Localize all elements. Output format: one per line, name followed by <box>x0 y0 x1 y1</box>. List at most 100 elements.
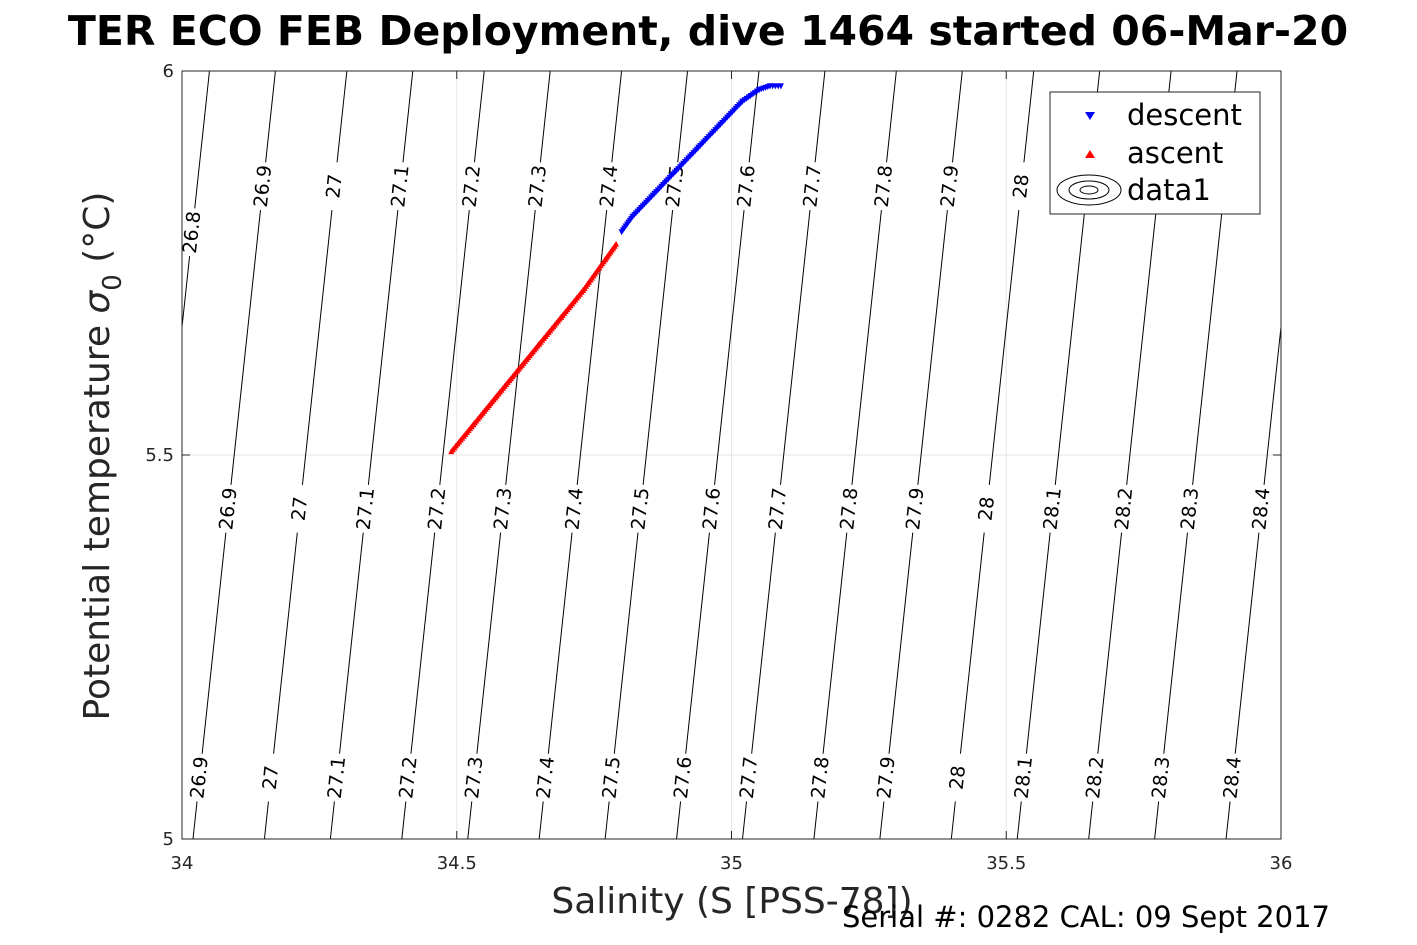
contour-label: 26.9 <box>215 487 241 531</box>
contour-label: 27.7 <box>736 755 762 799</box>
contour-label-gap <box>734 752 764 803</box>
contour-label-gap <box>457 161 487 212</box>
contour-label-gap <box>900 483 930 534</box>
y-tick-label: 5.5 <box>145 445 174 466</box>
contour-label-gap <box>1247 483 1276 534</box>
contour-label: 27.6 <box>733 164 759 208</box>
contour-label: 27 <box>288 496 312 522</box>
contour-label-gap <box>1009 752 1039 803</box>
contour-label: 26.8 <box>179 210 205 254</box>
data-series <box>448 83 784 455</box>
contour-label: 27.9 <box>937 164 963 208</box>
contour-label-gap <box>248 161 278 212</box>
contour-label-gap <box>523 161 553 212</box>
contour-label: 28.4 <box>1248 487 1274 531</box>
contour-label: 27.2 <box>395 755 421 799</box>
legend-descent-label: descent <box>1127 98 1242 132</box>
y-axis-ticks: 55.56 <box>145 61 1281 850</box>
contour-label-gap <box>213 483 243 534</box>
contour-label: 26.9 <box>250 164 276 208</box>
contour-label: 28.4 <box>1219 755 1245 799</box>
contour-label: 27.6 <box>670 755 696 799</box>
legend-data1-label: data1 <box>1127 173 1211 207</box>
contour-label-gap <box>660 161 690 212</box>
contour-labels: 26.9 27 27.1 27.2 27.3 27.4 27.5 27.6 27.7 27.8 27… <box>177 161 1276 803</box>
contour-label: 27.8 <box>836 487 862 531</box>
contour-label: 28 <box>946 764 970 790</box>
contour-label-gap <box>322 752 352 803</box>
contour-label: 27.1 <box>324 755 350 799</box>
x-tick-label: 35 <box>720 853 743 874</box>
legend-ascent-label: ascent <box>1127 136 1223 170</box>
legend-data1-contour-icon <box>1056 174 1122 206</box>
x-tick-label: 34 <box>171 853 194 874</box>
contour-label: 28.3 <box>1177 487 1203 531</box>
ascent-point <box>613 240 620 247</box>
legend-ascent-marker <box>1085 150 1095 158</box>
contour-label-gap <box>560 483 590 534</box>
contour-label-gap <box>597 752 627 803</box>
contour-label-gap <box>256 752 286 803</box>
contour-label: 27.3 <box>490 487 516 531</box>
contour-label-gap <box>459 752 489 803</box>
y-tick-label: 5 <box>163 829 174 850</box>
legend-descent-marker <box>1085 112 1095 120</box>
y-tick-label: 6 <box>163 61 174 82</box>
contour-label-gap <box>385 161 415 212</box>
contour-label: 26.9 <box>186 755 212 799</box>
contour-label-gap <box>285 483 315 534</box>
y-axis-label-subscript: 0 <box>98 274 128 291</box>
contour-label-gap <box>972 483 1002 534</box>
contour-label: 28.2 <box>1082 755 1108 799</box>
legend: descent ascent data1 <box>1049 91 1261 215</box>
contour-label-gap <box>594 161 624 212</box>
contour-label: 27.8 <box>871 164 897 208</box>
contour-label: 27.9 <box>873 755 899 799</box>
contour-label: 27.2 <box>459 164 485 208</box>
contour-label-gap <box>871 752 901 803</box>
contour-label: 27.2 <box>424 487 450 531</box>
contour-label: 27 <box>322 173 346 199</box>
contour-label-gap <box>185 752 215 803</box>
contour-label-gap <box>626 483 656 534</box>
contour-line <box>182 71 210 332</box>
contour-label-gap <box>1080 752 1110 803</box>
contour-label: 28.3 <box>1148 755 1174 799</box>
contour-label: 28.1 <box>1011 755 1037 799</box>
contour-label-gap <box>869 161 899 212</box>
contour-label-gap <box>1109 483 1139 534</box>
x-tick-label: 35.5 <box>986 853 1026 874</box>
contour-label-gap <box>834 483 864 534</box>
contour-label-gap <box>1006 161 1036 212</box>
contour-label-gap <box>319 161 349 212</box>
contour-label: 27.7 <box>799 164 825 208</box>
contour-label-gap <box>393 752 423 803</box>
x-tick-label: 36 <box>1270 853 1293 874</box>
contour-label: 28 <box>1009 173 1033 199</box>
contour-label-gap <box>732 161 762 212</box>
contour-label-gap <box>806 752 836 803</box>
descent-point <box>777 83 784 90</box>
x-tick-label: 34.5 <box>437 853 477 874</box>
contour-label-gap <box>1218 752 1248 803</box>
contour-label-gap <box>488 483 518 534</box>
contour-label: 27.4 <box>533 755 559 799</box>
contour-label: 27.5 <box>627 487 653 531</box>
contour-label-gap <box>1175 483 1205 534</box>
contour-label: 27.5 <box>599 755 625 799</box>
contour-label: 27.9 <box>902 487 928 531</box>
contour-line <box>1225 322 1281 839</box>
contour-label: 27.4 <box>561 487 587 531</box>
y-axis-label-main: Potential temperature <box>77 314 118 721</box>
contour-label: 27.8 <box>807 755 833 799</box>
contour-label-gap <box>1146 752 1176 803</box>
contour-label-gap <box>351 483 381 534</box>
contour-label-gap <box>1038 483 1068 534</box>
contour-label: 27 <box>259 764 283 790</box>
contour-label: 27.4 <box>596 164 622 208</box>
chart-title: TER ECO FEB Deployment, dive 1464 starte… <box>68 7 1348 55</box>
contour-label: 27.1 <box>387 164 413 208</box>
contour-label-gap <box>763 483 793 534</box>
serial-cal-text: Serial #: 0282 CAL: 09 Sept 2017 <box>842 900 1330 934</box>
